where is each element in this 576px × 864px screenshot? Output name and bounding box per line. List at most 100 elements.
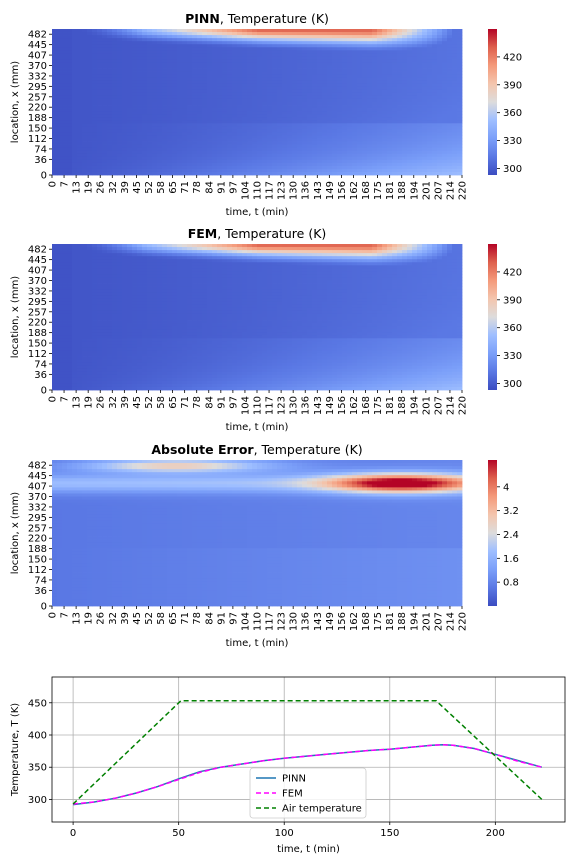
heatmap-cell	[242, 168, 248, 173]
heatmap-cell	[392, 41, 398, 45]
heatmap-cell	[102, 102, 108, 106]
heatmap-cell	[387, 120, 393, 124]
heatmap-cell	[72, 253, 78, 257]
heatmap-cell	[422, 168, 428, 173]
heatmap-cell	[202, 35, 208, 39]
heatmap-cell	[352, 159, 358, 164]
heatmap-cell	[362, 41, 368, 45]
heatmap-cell	[342, 102, 348, 106]
heatmap-cell	[227, 35, 233, 39]
heatmap-cell	[377, 165, 383, 170]
heatmap-cell	[122, 274, 128, 278]
heatmap-cell	[82, 141, 88, 145]
heatmap-cell	[62, 102, 68, 106]
heatmap-cell	[62, 301, 68, 306]
heatmap-cell	[202, 114, 208, 118]
heatmap-cell	[177, 159, 183, 164]
heatmap-cell	[282, 165, 288, 170]
heatmap-cell	[387, 111, 393, 115]
heatmap-cell	[122, 98, 128, 103]
heatmap-cell	[117, 362, 123, 367]
heatmap-cell	[377, 92, 383, 97]
heatmap-cell	[257, 171, 263, 176]
heatmap-cell	[292, 105, 298, 109]
heatmap-cell	[87, 135, 93, 139]
heatmap-cell	[82, 95, 88, 100]
heatmap-cell	[92, 105, 98, 109]
heatmap-cell	[267, 129, 273, 133]
heatmap-cell	[87, 62, 93, 66]
heatmap-cell	[432, 156, 438, 161]
heatmap-cell	[407, 56, 413, 60]
heatmap-cell	[57, 41, 63, 45]
heatmap-cell	[342, 144, 348, 149]
heatmap-cell	[387, 32, 393, 36]
heatmap-cell	[122, 92, 128, 97]
heatmap-cell	[77, 29, 83, 33]
heatmap-cell	[137, 383, 143, 388]
heatmap-cell	[132, 41, 138, 45]
heatmap-cell	[127, 32, 133, 36]
heatmap-cell	[242, 38, 248, 42]
heatmap-cell	[287, 114, 293, 118]
heatmap-cell	[137, 129, 143, 133]
heatmap-cell	[97, 277, 103, 281]
heatmap-cell	[417, 108, 423, 112]
heatmap-cell	[177, 47, 183, 51]
heatmap-cell	[262, 144, 268, 149]
heatmap-cell	[427, 168, 433, 173]
heatmap-cell	[252, 102, 258, 106]
heatmap-cell	[142, 144, 148, 149]
heatmap-cell	[297, 165, 303, 170]
heatmap-cell	[382, 35, 388, 39]
heatmap-cell	[52, 92, 58, 97]
heatmap-cell	[57, 32, 63, 36]
heatmap-cell	[432, 132, 438, 136]
heatmap-cell	[237, 29, 243, 33]
heatmap-cell	[402, 59, 408, 63]
heatmap-cell	[407, 65, 413, 69]
heatmap-cell	[92, 289, 98, 294]
heatmap-cell	[382, 62, 388, 66]
heatmap-cell	[282, 147, 288, 152]
heatmap-cell	[282, 74, 288, 79]
heatmap-cell	[157, 38, 163, 42]
heatmap-cell	[112, 53, 118, 57]
heatmap-cell	[422, 162, 428, 167]
heatmap-cell	[332, 111, 338, 115]
heatmap-cell	[217, 47, 223, 51]
heatmap-cell	[342, 168, 348, 173]
heatmap-cell	[152, 35, 158, 39]
heatmap-cell	[97, 244, 103, 248]
heatmap-cell	[72, 359, 78, 364]
heatmap-cell	[172, 29, 178, 33]
heatmap-cell	[237, 132, 243, 136]
heatmap-cell	[132, 280, 138, 284]
heatmap-cell	[167, 141, 173, 145]
heatmap-cell	[292, 86, 298, 91]
heatmap-cell	[72, 35, 78, 39]
heatmap-cell	[232, 102, 238, 106]
heatmap-cell	[62, 313, 68, 318]
heatmap-cell	[222, 105, 228, 109]
heatmap-cell	[207, 144, 213, 149]
heatmap-cell	[227, 89, 233, 94]
heatmap-cell	[157, 153, 163, 158]
heatmap-cell	[257, 126, 263, 130]
heatmap-cell	[72, 283, 78, 287]
heatmap-cell	[202, 74, 208, 79]
heatmap-cell	[327, 62, 333, 66]
heatmap-cell	[267, 117, 273, 121]
heatmap-cell	[52, 162, 58, 167]
heatmap-cell	[192, 32, 198, 36]
heatmap-cell	[252, 59, 258, 63]
heatmap-cell	[72, 53, 78, 57]
heatmap-cell	[182, 117, 188, 121]
heatmap-cell	[252, 86, 258, 91]
heatmap-cell	[282, 159, 288, 164]
heatmap-cell	[242, 153, 248, 158]
heatmap-cell	[287, 29, 293, 33]
heatmap-cell	[67, 383, 73, 388]
heatmap-cell	[237, 126, 243, 130]
heatmap-cell	[397, 114, 403, 118]
